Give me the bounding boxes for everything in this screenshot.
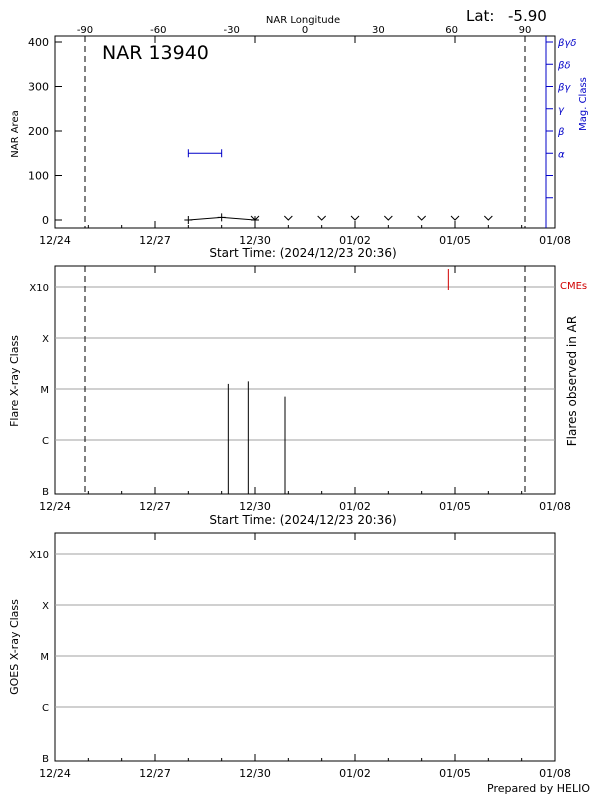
zero-area-marker	[383, 215, 393, 221]
area-x-tick-label: 12/24	[39, 234, 71, 247]
area-x-tick-label: 01/02	[339, 234, 371, 247]
top-axis-label: NAR Longitude	[266, 15, 340, 26]
area-y-tick-label: 100	[28, 170, 49, 183]
area-plot-frame	[54, 35, 556, 229]
mag-class-tick-label: βγδ	[557, 38, 576, 49]
goes-class-tick-label: B	[42, 754, 49, 765]
latitude-label: Lat:	[466, 7, 494, 25]
flare-class-tick-label: B	[42, 487, 49, 498]
flare-class-tick-label: C	[42, 436, 49, 447]
longitude-tick-label: 30	[372, 25, 385, 36]
zero-area-marker	[483, 215, 493, 221]
cme-legend-label: CMEs	[560, 281, 587, 292]
flare-x-tick-label: 12/27	[139, 500, 171, 513]
goes-y-axis-label: GOES X-ray Class	[8, 599, 21, 695]
flare-y-axis-label: Flare X-ray Class	[8, 335, 21, 427]
goes-class-tick-label: C	[42, 703, 49, 714]
goes-x-tick-label: 12/27	[139, 767, 171, 780]
mag-class-tick-label: βγ	[557, 83, 571, 94]
zero-area-marker	[450, 215, 460, 221]
area-x-tick-label: 12/27	[139, 234, 171, 247]
flare-x-tick-label: 01/02	[339, 500, 371, 513]
flare-x-tick-label: 12/24	[39, 500, 71, 513]
goes-x-tick-label: 01/08	[539, 767, 571, 780]
flares-observed-label: Flares observed in AR	[565, 316, 579, 446]
goes-class-tick-label: X	[42, 601, 49, 612]
mag-class-tick-label: γ	[558, 105, 565, 116]
flare-x-tick-label: 12/30	[239, 500, 271, 513]
flare-class-tick-label: X10	[29, 283, 49, 294]
mag-class-tick-label: α	[558, 149, 565, 160]
area-x-tick-label: 12/30	[239, 234, 271, 247]
zero-area-marker	[317, 215, 327, 221]
longitude-tick-label: -60	[150, 25, 166, 36]
latitude-value: -5.90	[508, 7, 547, 25]
mag-class-tick-label: βδ	[557, 60, 571, 71]
area-data-point	[184, 216, 193, 224]
longitude-tick-label: -30	[223, 25, 239, 36]
longitude-tick-label: 0	[302, 25, 308, 36]
region-title: NAR 13940	[102, 42, 209, 64]
flare-class-tick-label: M	[40, 385, 49, 396]
flare-x-tick-label: 01/05	[439, 500, 471, 513]
goes-x-tick-label: 01/05	[439, 767, 471, 780]
area-y-tick-label: 200	[28, 125, 49, 138]
prepared-by-footer: Prepared by HELIO	[487, 782, 590, 795]
area-y-tick-label: 0	[42, 214, 49, 227]
area-y-tick-label: 400	[28, 36, 49, 49]
flare-x-tick-label: 01/08	[539, 500, 571, 513]
area-y-axis-label: NAR Area	[10, 110, 21, 157]
longitude-tick-label: 60	[445, 25, 458, 36]
area-data-point	[217, 213, 226, 222]
goes-class-tick-label: M	[40, 652, 49, 663]
mag-class-tick-label: β	[557, 127, 565, 138]
zero-area-marker	[417, 215, 427, 221]
longitude-tick-label: -90	[77, 25, 93, 36]
area-x-tick-label: 01/08	[539, 234, 571, 247]
area-x-axis-label: Start Time: (2024/12/23 20:36)	[209, 246, 396, 260]
goes-x-tick-label: 01/02	[339, 767, 371, 780]
chart-marks: 12/24 12/27 12/30 01/02 01/05 01/080100200300…	[28, 25, 576, 780]
zero-area-marker	[283, 215, 293, 221]
area-x-tick-label: 01/05	[439, 234, 471, 247]
goes-class-tick-label: X10	[29, 550, 49, 561]
goes-x-tick-label: 12/24	[39, 767, 71, 780]
goes-plot-frame	[54, 532, 556, 762]
mag-class-axis-label: Mag. Class	[578, 77, 589, 131]
flare-plot-frame	[54, 265, 556, 495]
flare-x-axis-label: Start Time: (2024/12/23 20:36)	[209, 513, 396, 527]
goes-x-tick-label: 12/30	[239, 767, 271, 780]
zero-area-marker	[250, 215, 260, 221]
flare-class-tick-label: X	[42, 334, 49, 345]
zero-area-marker	[350, 215, 360, 221]
area-y-tick-label: 300	[28, 81, 49, 94]
longitude-tick-label: 90	[519, 25, 532, 36]
